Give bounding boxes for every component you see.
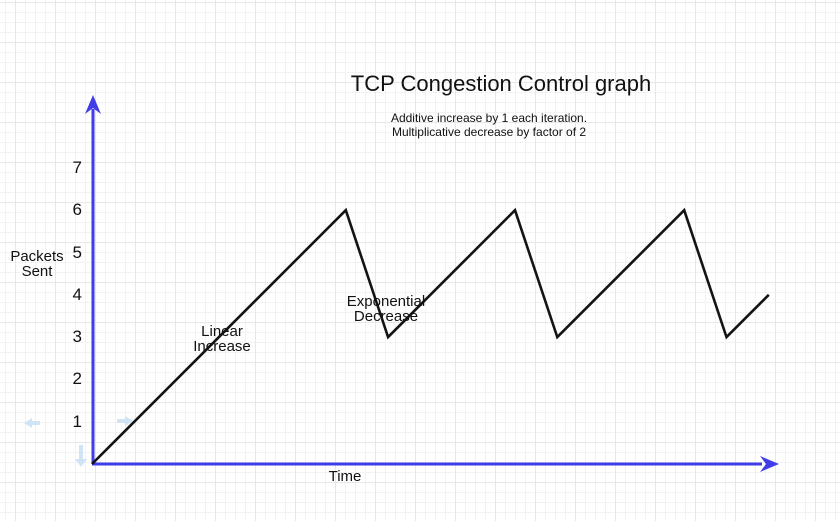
annotation-line: Exponential (346, 293, 426, 310)
y-tick-label: 4 (72, 284, 82, 304)
direction-arrow-down-icon[interactable] (75, 445, 87, 467)
direction-arrow-right-icon[interactable] (117, 416, 133, 426)
y-tick-label: 3 (72, 327, 82, 347)
congestion-curve[interactable] (91, 207, 770, 465)
annotation-line: Increase (193, 338, 251, 355)
x-axis-arrowhead-icon (760, 456, 779, 472)
annotation-line: Decrease (353, 308, 419, 325)
chart-subtitle: Additive increase by 1 each iteration. M… (359, 111, 619, 139)
y-axis-label: Packets Sent (8, 249, 66, 279)
annotation-line: Linear (201, 323, 243, 340)
subtitle-line-2: Multiplicative decrease by factor of 2 (391, 125, 587, 139)
chart-title: TCP Congestion Control graph (350, 71, 652, 96)
y-tick-label: 2 (72, 369, 82, 389)
y-axis-label-line-2: Sent (21, 263, 53, 280)
y-tick-label: 7 (72, 157, 82, 177)
y-tick-label: 6 (72, 200, 82, 220)
annotation-linear-increase: Linear Increase (172, 324, 272, 354)
direction-arrow-left-icon[interactable] (24, 418, 40, 428)
annotation-exponential-decrease: Exponential Decrease (336, 294, 436, 324)
x-axis-label: Time (328, 468, 362, 485)
y-tick-label: 1 (72, 411, 82, 431)
y-axis-label-line-1: Packets (10, 248, 64, 265)
y-tick-label: 5 (72, 242, 82, 262)
subtitle-line-1: Additive increase by 1 each iteration. (390, 111, 588, 125)
y-axis-arrowhead-icon (85, 95, 101, 114)
